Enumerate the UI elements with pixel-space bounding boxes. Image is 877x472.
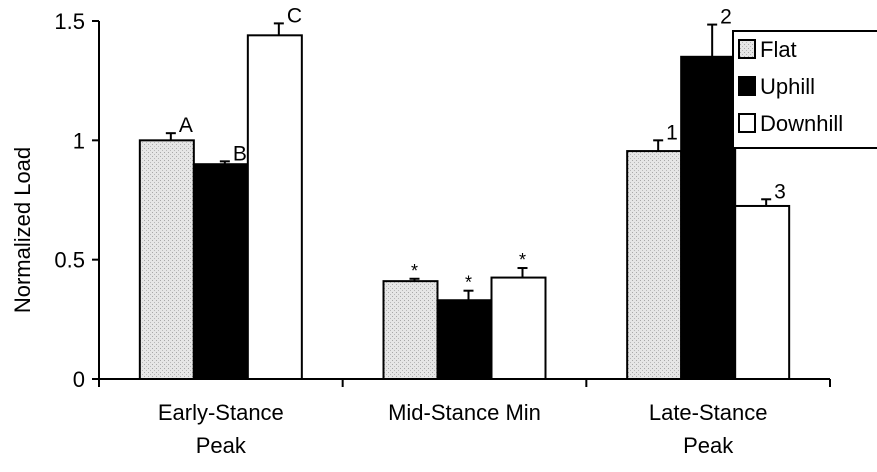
- y-axis-label: Normalized Load: [10, 147, 35, 313]
- y-tick-label: 1.5: [54, 9, 85, 34]
- category-label: Early-Stance Peak: [158, 400, 284, 458]
- bar-flat: [138, 139, 195, 380]
- bar-annotations: A * 1 B * 2 C * 3: [179, 4, 786, 292]
- bar-downhill: [734, 204, 791, 380]
- bar-uphill: [192, 163, 249, 380]
- bar-annotation: C: [287, 4, 302, 27]
- bar-uphill: [680, 55, 737, 381]
- category-labels: Early-Stance Peak Mid-Stance Min Late-Stanc…: [158, 400, 768, 458]
- y-tick-label: 0.5: [54, 248, 85, 273]
- bar-annotation: A: [179, 114, 193, 137]
- bar-annotation: 3: [774, 180, 786, 203]
- bars: [138, 22, 791, 381]
- bar-annotation: B: [233, 142, 247, 165]
- bar-uphill: [436, 299, 493, 380]
- legend-swatch-downhill: [738, 113, 756, 133]
- bar-annotation: *: [411, 261, 418, 281]
- bar-annotation: 2: [720, 6, 732, 29]
- bar-flat: [382, 280, 439, 380]
- y-tick-label: 1: [73, 128, 85, 153]
- legend-label: Flat: [760, 37, 797, 62]
- legend-swatch-uphill: [738, 76, 756, 96]
- bar-downhill: [246, 34, 303, 380]
- y-tick-label: 0: [73, 367, 85, 392]
- category-label: Mid-Stance Min: [388, 400, 541, 425]
- legend: Flat Uphill Downhill: [732, 30, 877, 149]
- bar-annotation: *: [519, 250, 526, 270]
- legend-label: Downhill: [760, 111, 843, 136]
- category-label: Late-Stance Peak: [649, 400, 768, 458]
- bar-annotation: 1: [666, 121, 678, 144]
- bar-flat: [626, 150, 683, 380]
- legend-swatch-flat: [738, 39, 756, 59]
- legend-label: Uphill: [760, 74, 815, 99]
- bar-downhill: [490, 276, 547, 381]
- legend-box: [732, 30, 877, 149]
- bar-annotation: *: [465, 273, 472, 293]
